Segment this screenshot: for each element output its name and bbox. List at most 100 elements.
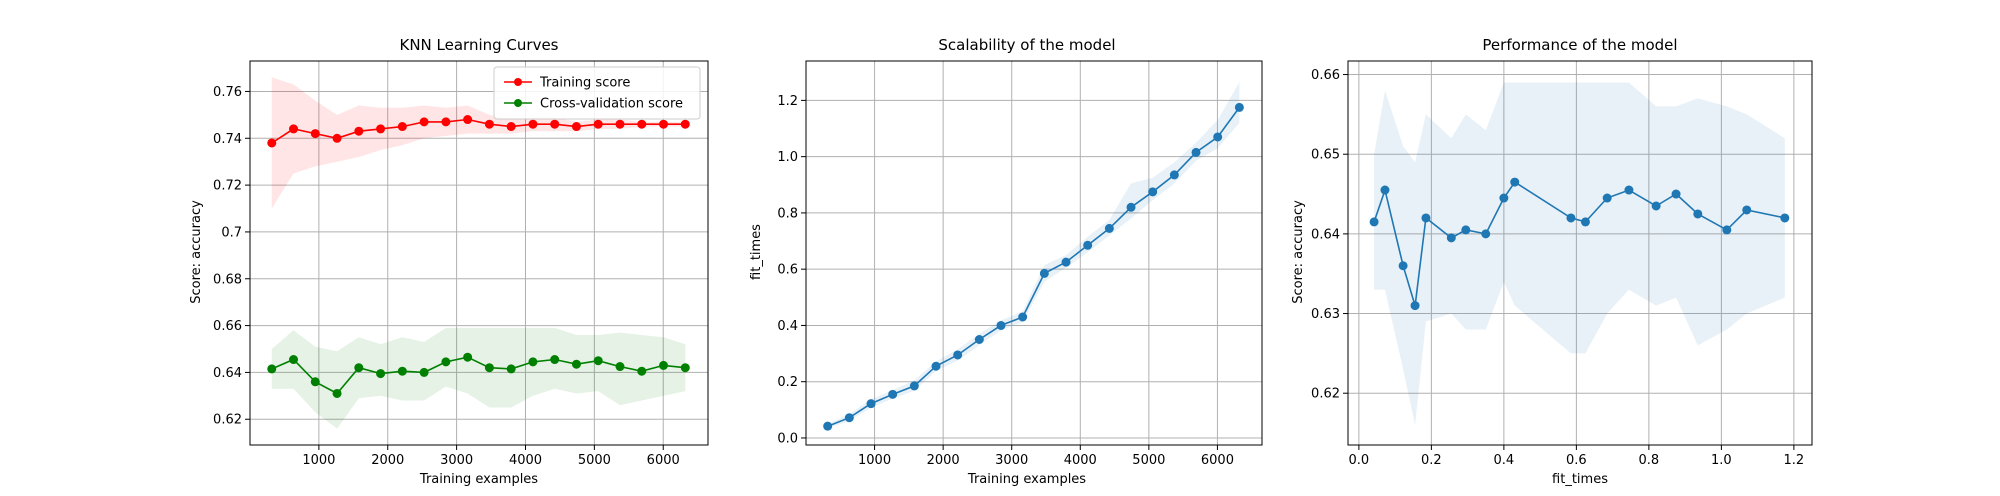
confidence-band <box>827 82 1240 429</box>
data-point <box>1580 217 1590 227</box>
data-point <box>267 138 277 148</box>
data-point <box>289 124 299 134</box>
data-point <box>1499 193 1509 203</box>
confidence-band <box>1374 82 1785 426</box>
legend-item: Training score <box>504 76 630 91</box>
data-point <box>463 115 473 125</box>
plot-frame <box>805 60 1263 446</box>
data-point <box>593 356 603 366</box>
data-point <box>659 119 669 129</box>
legend-item: Cross-validation score <box>504 97 683 112</box>
y-tick-label: 0.6 <box>777 263 798 278</box>
data-point <box>1104 223 1114 233</box>
x-tick-label: 0.0 <box>1349 453 1370 468</box>
y-axis-label: Score: accuracy <box>1291 200 1306 304</box>
y-tick-label: 0.64 <box>213 366 242 381</box>
x-tick-label: 6000 <box>647 453 680 468</box>
x-axis-label: Training examples <box>419 472 538 487</box>
series-line <box>827 106 1241 427</box>
y-tick-label: 0.8 <box>777 206 798 221</box>
series-lines <box>267 115 690 398</box>
data-point <box>397 122 407 132</box>
y-tick-label: 0.74 <box>213 132 242 147</box>
data-point <box>571 122 581 132</box>
y-tick-label: 0.72 <box>213 179 242 194</box>
data-point <box>376 124 386 134</box>
y-tick-label: 0.62 <box>1311 387 1340 402</box>
series-lines <box>1369 177 1790 311</box>
data-point <box>866 399 876 409</box>
data-point <box>909 381 919 391</box>
x-tick-label: 5000 <box>1132 453 1165 468</box>
data-point <box>332 388 342 398</box>
data-point <box>310 129 320 139</box>
data-point <box>441 117 451 127</box>
x-tick-label: 3000 <box>440 453 473 468</box>
data-point <box>823 421 833 431</box>
data-point <box>267 364 277 374</box>
y-tick-label: 0.63 <box>1311 307 1340 322</box>
data-point <box>1742 205 1752 215</box>
y-tick-label: 0.4 <box>777 319 798 334</box>
legend-box <box>493 66 701 120</box>
data-point <box>680 119 690 129</box>
data-point <box>931 361 941 371</box>
bands <box>827 82 1240 429</box>
series-lines <box>823 102 1244 431</box>
data-point <box>528 357 538 367</box>
data-point <box>1780 213 1790 223</box>
bands <box>271 77 686 429</box>
data-point <box>1018 312 1028 322</box>
data-point <box>593 119 603 129</box>
y-tick-label: 1.0 <box>777 150 798 165</box>
data-point <box>974 335 984 345</box>
data-point <box>528 119 538 129</box>
data-point <box>397 366 407 376</box>
data-point <box>1410 301 1420 311</box>
data-point <box>354 126 364 136</box>
data-point <box>310 377 320 387</box>
panel-knn-learning-curves: KNN Learning Curves Training examples Sc… <box>189 36 709 487</box>
data-point <box>637 119 647 129</box>
y-axis-label: fit_times <box>749 224 764 280</box>
y-tick-label: 0.76 <box>213 85 242 100</box>
data-point <box>354 363 364 373</box>
data-point <box>571 359 581 369</box>
y-tick-label: 0.66 <box>213 319 242 334</box>
data-point <box>1083 240 1093 250</box>
data-point <box>953 350 963 360</box>
data-point <box>506 364 516 374</box>
data-point <box>1213 132 1223 142</box>
data-point <box>1722 225 1732 235</box>
data-point <box>1169 170 1179 180</box>
data-point <box>1148 187 1158 197</box>
x-tick-label: 2000 <box>371 453 404 468</box>
data-point <box>1651 201 1661 211</box>
chart-title: KNN Learning Curves <box>399 36 558 54</box>
x-tick-label: 4000 <box>509 453 542 468</box>
y-tick-label: 0.0 <box>777 431 798 446</box>
legend-label: Cross-validation score <box>540 97 683 112</box>
data-point <box>1421 213 1431 223</box>
grid <box>806 61 1262 445</box>
data-point <box>615 119 625 129</box>
x-tick-label: 5000 <box>578 453 611 468</box>
x-axis-label: fit_times <box>1552 472 1608 487</box>
data-point <box>332 133 342 143</box>
data-point <box>680 363 690 373</box>
data-point <box>1061 257 1071 267</box>
data-point <box>888 389 898 399</box>
data-point <box>1446 233 1456 243</box>
data-point <box>1461 225 1471 235</box>
legend-swatch-marker <box>514 78 522 86</box>
data-point <box>659 360 669 370</box>
data-point <box>1039 268 1049 278</box>
data-point <box>1234 102 1244 112</box>
x-axis-label: Training examples <box>967 472 1086 487</box>
series-line <box>1373 181 1785 306</box>
grid <box>1348 61 1812 445</box>
y-axis-label: Score: accuracy <box>189 200 204 304</box>
data-point <box>419 367 429 377</box>
data-point <box>615 362 625 372</box>
